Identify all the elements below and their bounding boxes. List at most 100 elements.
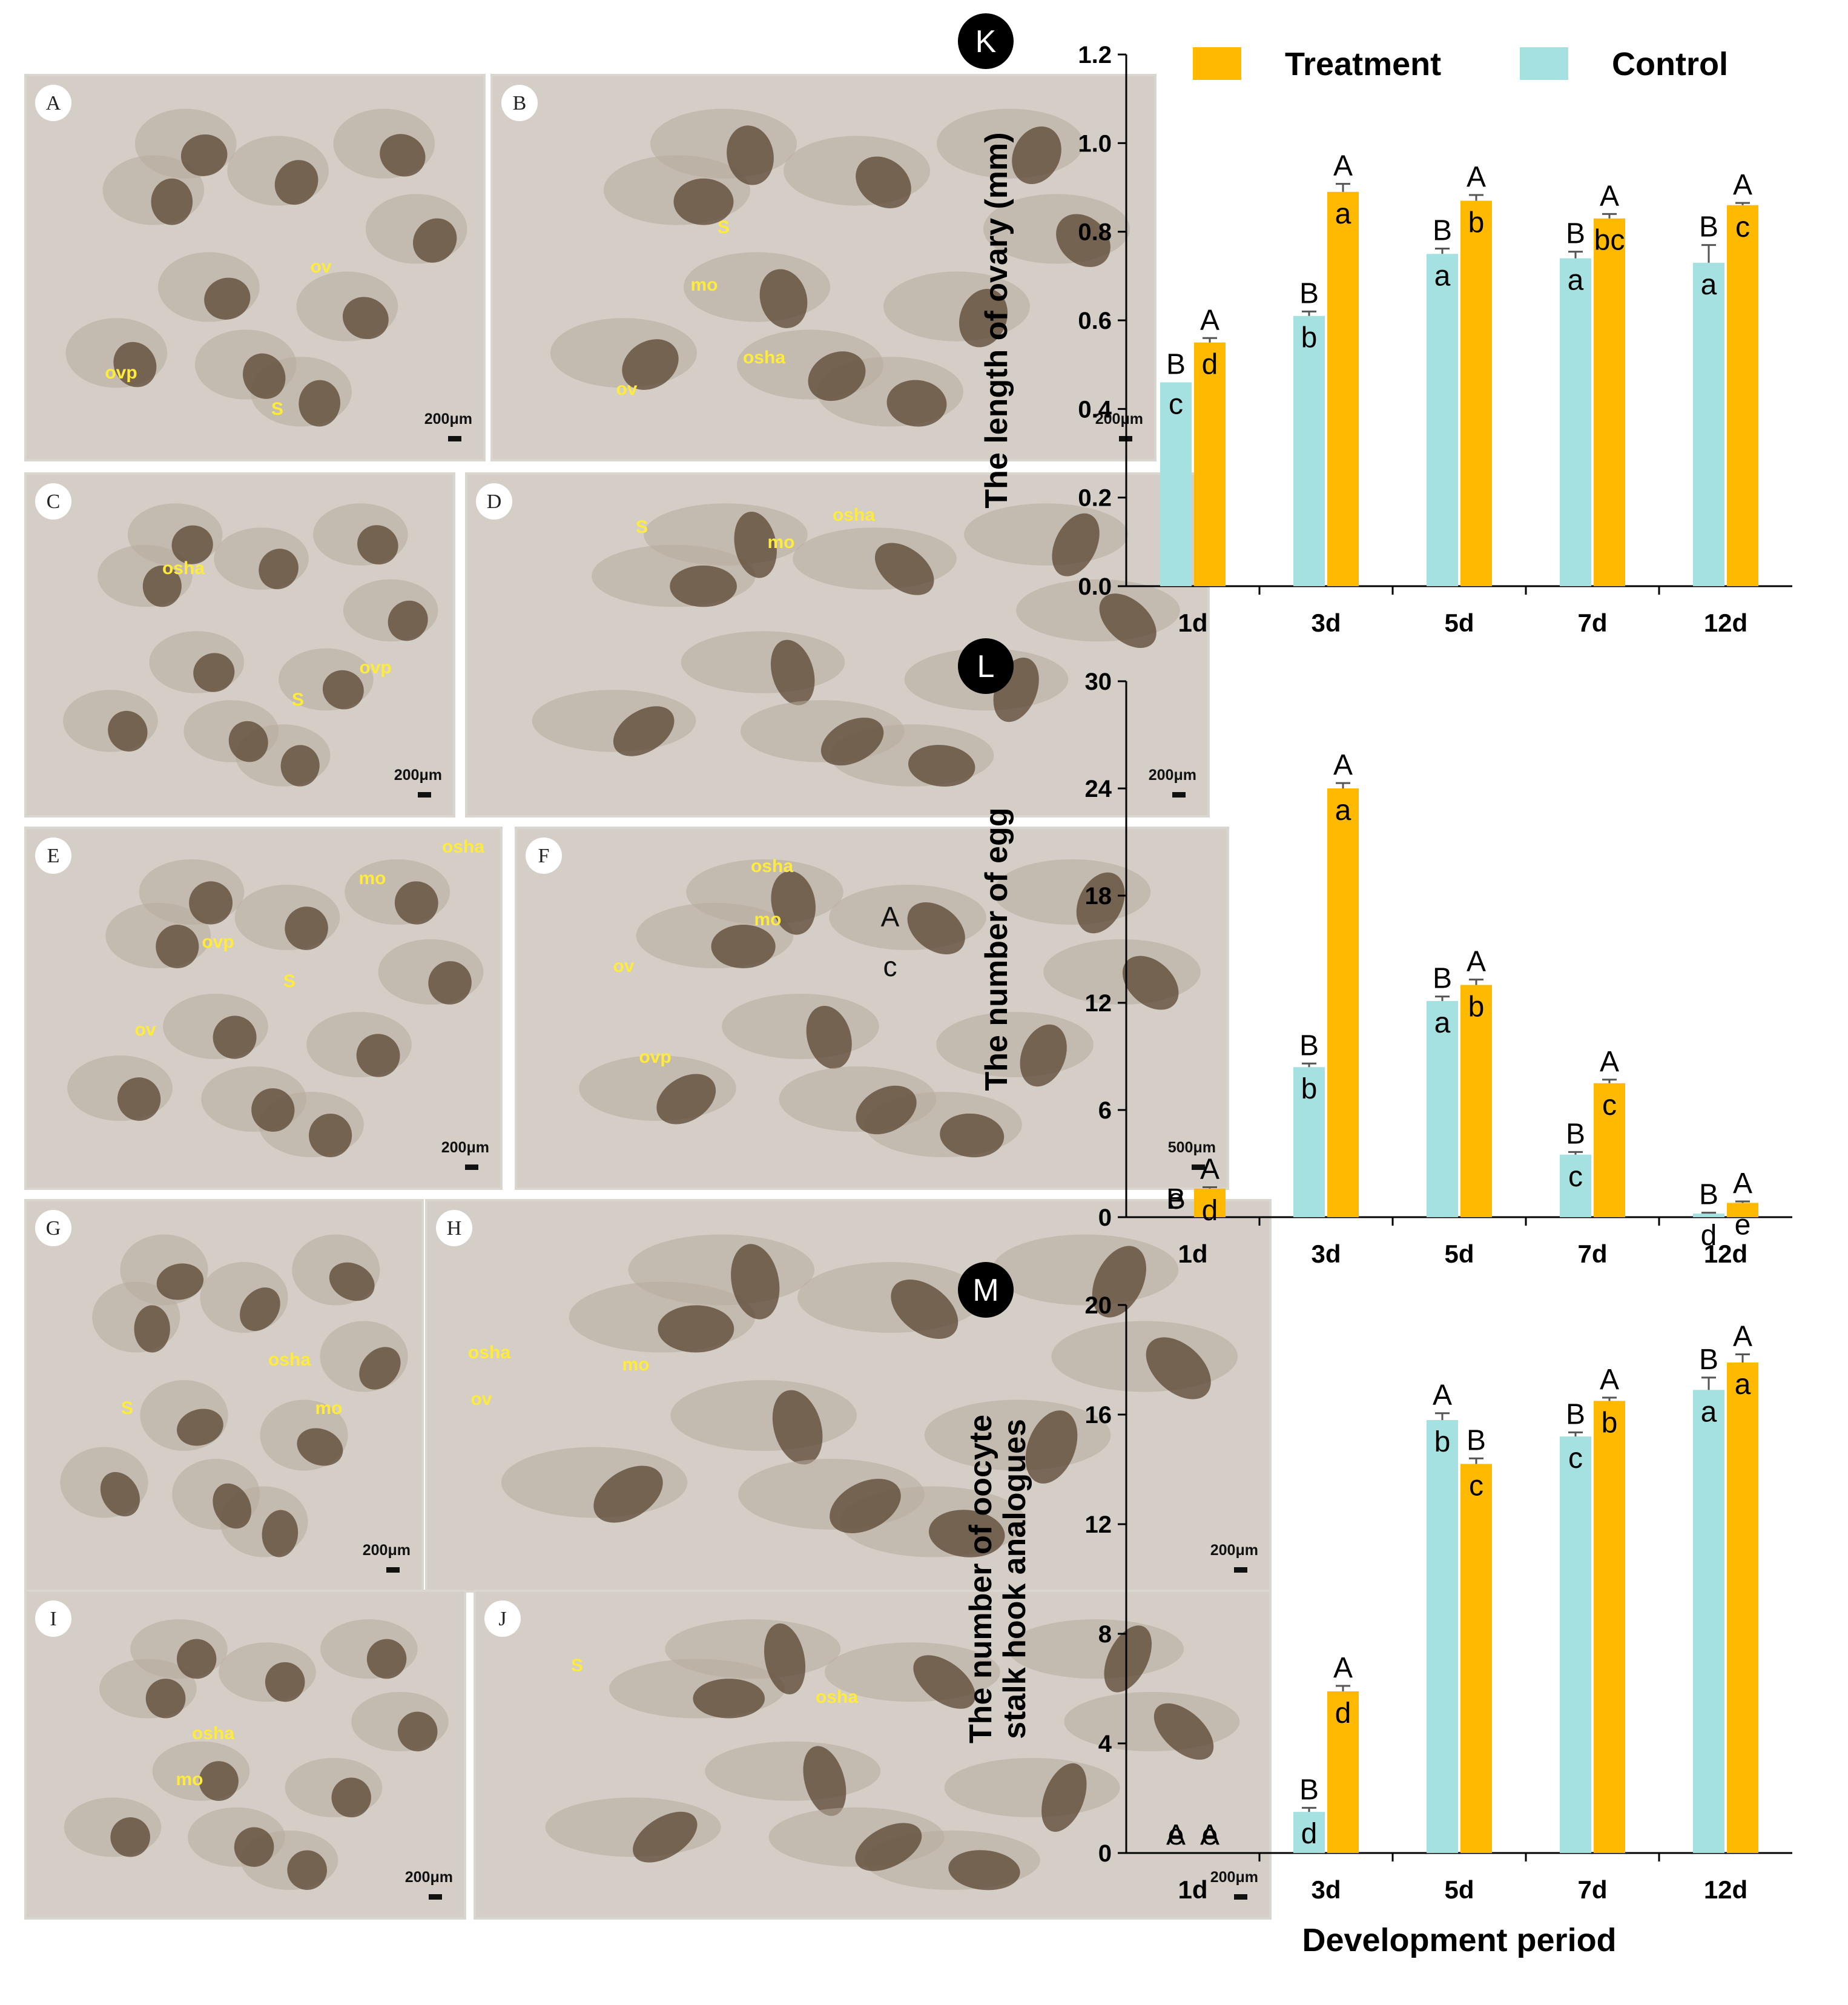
bar-charts: K 0.0 0.2 0.4 0.6 0.8 1.0 1.2 The length of ovar… bbox=[958, 13, 1792, 1958]
micrograph-panel-a: Aov ovp S 200μm bbox=[24, 74, 486, 461]
significance-letter-lower: c bbox=[1735, 211, 1750, 243]
oocyte-shape bbox=[1104, 1625, 1152, 1693]
scale-bar-label: 200μm bbox=[441, 1139, 489, 1156]
significance-letter-upper: A bbox=[1600, 1046, 1619, 1078]
structure-label: ovp bbox=[202, 932, 234, 952]
significance-letter-lower: b bbox=[1468, 206, 1485, 239]
panel-letter-badge bbox=[501, 85, 538, 121]
oocyte-shape bbox=[251, 1088, 295, 1132]
y-tick-label: 0.4 bbox=[1078, 396, 1112, 423]
x-tick-label: 7d bbox=[1577, 609, 1607, 637]
structure-label: osha bbox=[192, 1723, 234, 1743]
bar bbox=[1327, 1691, 1359, 1853]
oocyte-shape bbox=[274, 160, 318, 205]
oocyte-shape bbox=[891, 1279, 959, 1339]
scale-bar bbox=[418, 792, 431, 798]
ovariole-shape bbox=[1064, 1691, 1240, 1752]
x-tick-label: 1d bbox=[1178, 1240, 1207, 1268]
x-axis-title: Development period bbox=[1302, 1922, 1616, 1958]
oocyte-shape bbox=[394, 881, 438, 925]
x-tick-label: 7d bbox=[1577, 1240, 1607, 1268]
bar bbox=[1460, 200, 1492, 586]
oocyte-shape bbox=[940, 1113, 1005, 1158]
y-tick-label: 0.0 bbox=[1078, 573, 1112, 600]
y-tick-label: 0.2 bbox=[1078, 485, 1112, 512]
oocyte-shape bbox=[287, 1850, 328, 1890]
oocyte-shape bbox=[297, 1428, 343, 1466]
oocyte-shape bbox=[380, 134, 426, 177]
y-tick-label: 20 bbox=[1085, 1292, 1112, 1319]
significance-letter-lower: a bbox=[1568, 265, 1584, 297]
significance-letter-lower: e bbox=[1735, 1209, 1751, 1241]
oocyte-shape bbox=[771, 871, 816, 935]
scale-bar bbox=[448, 436, 461, 441]
scale-bar-label: 200μm bbox=[363, 1542, 411, 1559]
oocyte-shape bbox=[886, 380, 947, 427]
oocyte-shape bbox=[213, 1016, 257, 1059]
oocyte-shape bbox=[177, 1409, 223, 1446]
oocyte-shape bbox=[299, 380, 341, 427]
oocyte-shape bbox=[856, 1085, 917, 1135]
chart-panel-badge bbox=[958, 638, 1014, 694]
oocyte-shape bbox=[633, 1811, 698, 1863]
x-tick-label: 1d bbox=[1178, 1875, 1207, 1904]
oocyte-shape bbox=[285, 907, 328, 950]
oocyte-shape bbox=[855, 1823, 922, 1871]
y-tick-label: 24 bbox=[1085, 776, 1112, 802]
bar bbox=[1293, 1067, 1325, 1217]
bar bbox=[1460, 985, 1492, 1217]
oocyte-shape bbox=[100, 1472, 140, 1517]
oocyte-shape bbox=[228, 721, 268, 762]
oocyte-shape bbox=[734, 511, 777, 578]
significance-letter-lower: c bbox=[1602, 1089, 1617, 1121]
oocyte-shape bbox=[113, 342, 157, 388]
oocyte-shape bbox=[1012, 126, 1061, 184]
oocyte-shape bbox=[412, 218, 457, 263]
oocyte-shape bbox=[359, 1347, 401, 1390]
bar bbox=[1693, 262, 1724, 587]
structure-label: S bbox=[121, 1398, 133, 1418]
oocyte-shape bbox=[764, 1623, 806, 1695]
panel-letter: B bbox=[513, 92, 527, 114]
significance-letter-lower: a bbox=[1701, 269, 1717, 301]
structure-label: mo bbox=[622, 1355, 650, 1375]
oocyte-shape bbox=[142, 565, 182, 607]
y-tick-label: 0 bbox=[1098, 1204, 1112, 1231]
y-tick-label: 0.6 bbox=[1078, 308, 1112, 334]
significance-letter-lower: b bbox=[1301, 322, 1318, 354]
oocyte-shape bbox=[731, 1244, 780, 1320]
oocyte-shape bbox=[117, 1077, 161, 1121]
panel-letter-badge bbox=[436, 1210, 472, 1246]
structure-label: osha bbox=[751, 856, 793, 876]
oocyte-shape bbox=[806, 1006, 852, 1069]
significance-letter-upper: A bbox=[1733, 169, 1752, 201]
significance-letter-upper: A bbox=[1333, 749, 1353, 781]
significance-letter-upper: B bbox=[1467, 1424, 1486, 1456]
oocyte-shape bbox=[357, 525, 398, 565]
oocyte-shape bbox=[622, 339, 679, 390]
legend-label-treatment: Treatment bbox=[1285, 46, 1441, 82]
micrograph-panel-b: B Smo osha ov 200μm bbox=[490, 74, 1157, 461]
bar bbox=[1560, 1436, 1591, 1853]
significance-letter-lower: d bbox=[1202, 349, 1218, 381]
ovariole-shape bbox=[670, 1380, 857, 1451]
oocyte-shape bbox=[948, 1850, 1020, 1891]
significance-letter-upper: B bbox=[1299, 277, 1319, 309]
structure-label: S bbox=[571, 1656, 583, 1676]
bar bbox=[1727, 205, 1758, 586]
significance-letter-lower: a bbox=[1434, 1007, 1451, 1039]
y-tick-label: 8 bbox=[1098, 1621, 1112, 1648]
oocyte-shape bbox=[428, 961, 472, 1005]
scale-bar-label: 200μm bbox=[1149, 767, 1196, 784]
significance-letter-upper: A bbox=[1200, 1819, 1219, 1851]
panel-letter-badge bbox=[35, 1600, 71, 1637]
structure-label: S bbox=[292, 690, 304, 710]
panel-letter-badge bbox=[35, 85, 71, 121]
panel-letter: I bbox=[50, 1608, 56, 1630]
oocyte-shape bbox=[180, 134, 228, 176]
bar bbox=[1594, 218, 1625, 586]
oocyte-shape bbox=[830, 1479, 901, 1533]
